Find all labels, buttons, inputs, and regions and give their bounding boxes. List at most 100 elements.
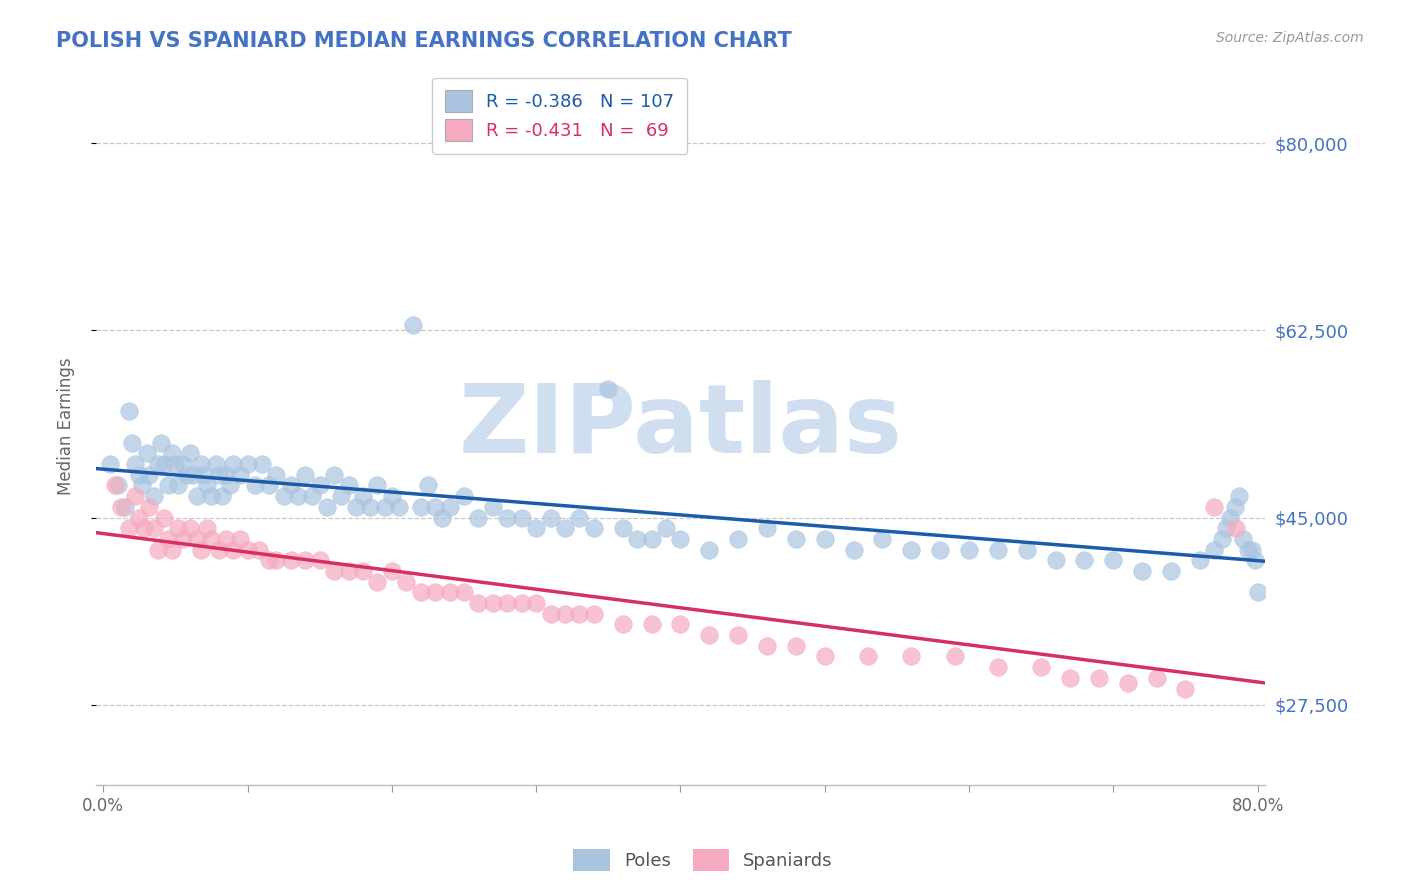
Point xyxy=(467,596,489,610)
Point xyxy=(162,446,184,460)
Point xyxy=(167,521,190,535)
Point xyxy=(142,489,165,503)
Point xyxy=(193,467,215,482)
Point xyxy=(510,596,533,610)
Text: Source: ZipAtlas.com: Source: ZipAtlas.com xyxy=(1216,31,1364,45)
Point xyxy=(359,500,381,514)
Point xyxy=(727,532,749,546)
Point xyxy=(344,500,367,514)
Point xyxy=(172,532,194,546)
Point xyxy=(162,542,184,557)
Point xyxy=(943,649,966,664)
Point xyxy=(626,532,648,546)
Point xyxy=(200,532,222,546)
Point xyxy=(655,521,678,535)
Point xyxy=(330,489,353,503)
Point xyxy=(195,478,218,492)
Point xyxy=(128,467,150,482)
Point xyxy=(1246,585,1268,599)
Point xyxy=(157,532,180,546)
Point xyxy=(872,532,894,546)
Point xyxy=(121,435,143,450)
Point xyxy=(669,532,692,546)
Point xyxy=(280,553,302,567)
Point xyxy=(208,467,231,482)
Point xyxy=(135,446,157,460)
Point xyxy=(582,521,605,535)
Point xyxy=(104,478,127,492)
Point xyxy=(1031,660,1053,674)
Point xyxy=(229,532,252,546)
Point xyxy=(190,457,212,471)
Point xyxy=(1232,532,1254,546)
Point xyxy=(402,318,425,332)
Point xyxy=(222,457,245,471)
Point xyxy=(176,467,198,482)
Point xyxy=(524,596,547,610)
Point xyxy=(496,510,519,524)
Point xyxy=(697,628,720,642)
Point xyxy=(374,500,396,514)
Point xyxy=(1088,671,1111,685)
Point xyxy=(416,478,439,492)
Point xyxy=(381,564,404,578)
Point xyxy=(229,467,252,482)
Point xyxy=(756,639,779,653)
Point xyxy=(785,532,807,546)
Point xyxy=(211,489,233,503)
Point xyxy=(308,478,330,492)
Point xyxy=(1015,542,1038,557)
Point xyxy=(814,532,837,546)
Text: POLISH VS SPANIARD MEDIAN EARNINGS CORRELATION CHART: POLISH VS SPANIARD MEDIAN EARNINGS CORRE… xyxy=(56,31,792,51)
Point xyxy=(856,649,879,664)
Point xyxy=(195,521,218,535)
Point xyxy=(215,532,238,546)
Point xyxy=(308,553,330,567)
Point xyxy=(243,478,266,492)
Point xyxy=(114,500,136,514)
Point xyxy=(1059,671,1081,685)
Point xyxy=(640,617,662,632)
Point xyxy=(107,478,129,492)
Point xyxy=(524,521,547,535)
Point xyxy=(200,489,222,503)
Point xyxy=(165,457,187,471)
Point xyxy=(186,489,208,503)
Point xyxy=(409,585,432,599)
Point xyxy=(146,542,169,557)
Point xyxy=(1215,521,1237,535)
Point xyxy=(186,532,208,546)
Point xyxy=(301,489,323,503)
Point xyxy=(142,521,165,535)
Point xyxy=(1223,500,1246,514)
Point xyxy=(510,510,533,524)
Point xyxy=(395,574,418,589)
Point xyxy=(337,564,360,578)
Point xyxy=(167,478,190,492)
Point xyxy=(987,542,1010,557)
Text: ZIPatlas: ZIPatlas xyxy=(458,380,903,473)
Point xyxy=(1146,671,1168,685)
Point xyxy=(482,596,505,610)
Point xyxy=(814,649,837,664)
Point xyxy=(987,660,1010,674)
Point xyxy=(1219,510,1241,524)
Point xyxy=(1160,564,1182,578)
Point xyxy=(554,607,576,621)
Point xyxy=(118,403,141,417)
Point xyxy=(366,478,388,492)
Point xyxy=(568,607,591,621)
Point xyxy=(439,585,461,599)
Point xyxy=(1174,681,1197,696)
Point xyxy=(957,542,980,557)
Point xyxy=(1045,553,1067,567)
Point xyxy=(366,574,388,589)
Point xyxy=(257,478,280,492)
Legend: Poles, Spaniards: Poles, Spaniards xyxy=(567,842,839,879)
Point xyxy=(1102,553,1125,567)
Point xyxy=(1188,553,1211,567)
Point xyxy=(1225,521,1247,535)
Point xyxy=(315,500,337,514)
Point xyxy=(247,542,270,557)
Point xyxy=(287,489,309,503)
